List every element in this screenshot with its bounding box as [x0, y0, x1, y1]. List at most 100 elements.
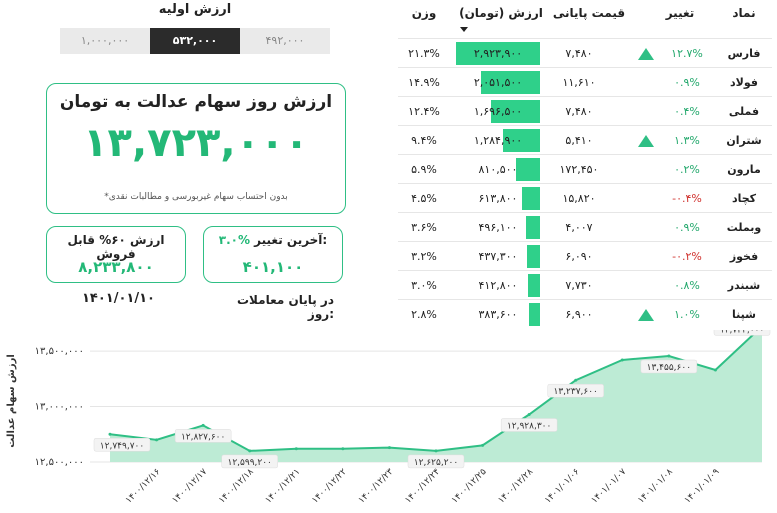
x-tick-label: ۱۴۰۰/۱۲/۲۵ — [450, 467, 489, 506]
row-symbol: مارون — [727, 163, 761, 176]
sellable-value-amount: ۸,۲۳۳,۸۰۰ — [78, 258, 154, 276]
row-value-cell: ۱,۲۸۴,۹۰۰ — [456, 126, 540, 155]
svg-text:۱۳,۷۲۳,۰۰۰: ۱۳,۷۲۳,۰۰۰ — [720, 330, 764, 335]
header-symbol[interactable]: نماد — [732, 6, 756, 20]
row-weight: ۲۱.۳% — [408, 47, 440, 60]
value-bar — [503, 129, 540, 152]
sellable-value-card: ارزش ۶۰% قابل فروش ۸,۲۳۳,۸۰۰ — [46, 226, 186, 283]
row-value-cell: ۲,۰۵۱,۵۰۰ — [456, 68, 540, 97]
daily-value-amount: ۱۳,۷۲۳,۰۰۰ — [83, 120, 309, 166]
row-change: ۱.۳% — [674, 134, 700, 147]
table-row[interactable]: مارون ۰.۲% ۱۷۲,۴۵۰ ۸۱۰,۵۰۰ ۵.۹% — [398, 154, 772, 184]
up-arrow-icon — [638, 48, 654, 60]
header-value[interactable]: ارزش (تومان) — [459, 6, 543, 20]
data-label: ۱۲,۷۴۹,۷۰۰ — [93, 438, 151, 452]
data-label: ۱۳,۲۳۷,۶۰۰ — [547, 383, 604, 398]
up-arrow-icon — [638, 135, 654, 147]
row-weight: ۳.۰% — [411, 279, 437, 292]
value-bar — [525, 216, 540, 239]
row-change: -۰.۴% — [672, 192, 702, 205]
area-fill — [110, 326, 762, 462]
initial-value-selector[interactable]: ۱,۰۰۰,۰۰۰ ۵۳۲,۰۰۰ ۴۹۲,۰۰۰ — [60, 28, 330, 54]
row-change: ۰.۲% — [674, 163, 700, 176]
row-value-cell: ۳۸۳,۶۰۰ — [456, 300, 540, 329]
value-bar — [481, 71, 540, 94]
x-tick-label: ۱۴۰۰/۱۲/۲۴ — [403, 467, 442, 506]
svg-text:۱۳,۲۳۷,۶۰۰: ۱۳,۲۳۷,۶۰۰ — [554, 387, 598, 397]
value-bar — [527, 245, 540, 268]
row-change: ۰.۹% — [674, 76, 700, 89]
row-price: ۱۱,۶۱۰ — [562, 76, 596, 89]
row-price: ۶,۰۹۰ — [565, 250, 593, 263]
table-row[interactable]: فخوز -۰.۲% ۶,۰۹۰ ۴۳۷,۳۰۰ ۳.۲% — [398, 241, 772, 271]
row-change: ۰.۴% — [674, 105, 700, 118]
data-point — [341, 447, 345, 451]
table-row[interactable]: کچاد -۰.۴% ۱۵,۸۲۰ ۶۱۳,۸۰۰ ۴.۵% — [398, 183, 772, 213]
data-point — [527, 412, 531, 416]
row-weight: ۴.۵% — [411, 192, 437, 205]
row-weight: ۳.۲% — [411, 250, 437, 263]
table-row[interactable]: فملی ۰.۴% ۷,۴۸۰ ۱,۶۹۶,۵۰۰ ۱۲.۴% — [398, 96, 772, 126]
svg-text:۱۲,۹۲۸,۳۰۰: ۱۲,۹۲۸,۳۰۰ — [507, 421, 551, 431]
row-change: ۱.۰% — [674, 308, 700, 321]
last-change-amount: ۴۰۱,۱۰۰ — [242, 258, 304, 276]
header-price[interactable]: قیمت پایانی — [552, 6, 626, 20]
x-tick-label: ۱۴۰۰/۱۲/۱۷ — [171, 467, 210, 506]
table-row[interactable]: شتران ۱.۳% ۵,۴۱۰ ۱,۲۸۴,۹۰۰ ۹.۴% — [398, 125, 772, 155]
trading-date: ۱۴۰۱/۰۱/۱۰ — [82, 291, 155, 306]
initial-value-option-1m[interactable]: ۱,۰۰۰,۰۰۰ — [60, 28, 150, 54]
svg-text:۱۲,۸۲۷,۶۰۰: ۱۲,۸۲۷,۶۰۰ — [181, 432, 225, 442]
value-history-chart: ۱۲,۵۰۰,۰۰۰ ۱۳,۰۰۰,۰۰۰ ۱۳,۵۰۰,۰۰۰ ارزش سهام … — [0, 322, 777, 509]
initial-value-title: ارزش اولیه — [158, 2, 232, 17]
row-value-cell: ۱,۶۹۶,۵۰۰ — [456, 97, 540, 126]
data-point — [248, 449, 252, 453]
sort-desc-icon — [460, 27, 468, 32]
last-change-card: ۳.۰% آخرین تغییر: ۴۰۱,۱۰۰ — [203, 226, 343, 283]
row-symbol: کچاد — [731, 192, 757, 205]
table-row[interactable]: شپنا ۱.۰% ۶,۹۰۰ ۳۸۳,۶۰۰ ۲.۸% — [398, 299, 772, 329]
daily-value-note: *بدون احتساب سهام غیربورسی و مطالبات نقد… — [104, 192, 288, 202]
svg-text:۱۲,۶۲۵,۲۰۰: ۱۲,۶۲۵,۲۰۰ — [414, 458, 458, 468]
row-price: ۴,۰۰۷ — [565, 221, 593, 234]
y-tick-label: ۱۲,۵۰۰,۰۰۰ — [35, 457, 84, 468]
value-history-svg: ۱۲,۵۰۰,۰۰۰ ۱۳,۰۰۰,۰۰۰ ۱۳,۵۰۰,۰۰۰ ارزش سهام … — [6, 322, 771, 506]
row-weight: ۹.۴% — [411, 134, 437, 147]
table-row[interactable]: فارس ۱۲.۷% ۷,۴۸۰ ۲,۹۲۳,۹۰۰ ۲۱.۳% — [398, 38, 772, 68]
table-row[interactable]: فولاد ۰.۹% ۱۱,۶۱۰ ۲,۰۵۱,۵۰۰ ۱۴.۹% — [398, 67, 772, 97]
y-tick-label: ۱۳,۵۰۰,۰۰۰ — [35, 346, 84, 357]
row-price: ۷,۴۸۰ — [565, 105, 593, 118]
data-point — [387, 446, 391, 450]
row-symbol: فملی — [728, 105, 760, 118]
daily-value-card: ارزش روز سهام عدالت به تومان ۱۳,۷۲۳,۰۰۰ … — [46, 83, 346, 214]
svg-text:۱۳,۴۵۵,۶۰۰: ۱۳,۴۵۵,۶۰۰ — [647, 363, 691, 373]
table-row[interactable]: شبندر ۰.۸% ۷,۷۳۰ ۴۱۲,۸۰۰ ۳.۰% — [398, 270, 772, 300]
value-bar — [522, 187, 540, 210]
row-price: ۵,۴۱۰ — [565, 134, 593, 147]
data-label: ۱۳,۴۵۵,۶۰۰ — [640, 359, 698, 374]
row-symbol: وبملت — [726, 221, 762, 234]
data-point — [713, 368, 717, 372]
table-row[interactable]: وبملت ۰.۹% ۴,۰۰۷ ۴۹۶,۱۰۰ ۳.۶% — [398, 212, 772, 242]
header-weight[interactable]: وزن — [411, 6, 437, 20]
x-tick-label: ۱۴۰۰/۱۲/۲۱ — [264, 467, 303, 506]
data-label: ۱۲,۶۲۵,۲۰۰ — [407, 454, 465, 469]
row-value-cell: ۴۱۲,۸۰۰ — [456, 271, 540, 300]
row-value: ۲,۰۵۱,۵۰۰ — [473, 76, 523, 89]
data-point — [481, 443, 485, 447]
data-point — [667, 354, 671, 358]
row-value: ۸۱۰,۵۰۰ — [478, 163, 518, 176]
row-value-cell: ۶۱۳,۸۰۰ — [456, 184, 540, 213]
header-change[interactable]: تغییر — [665, 6, 695, 20]
initial-value-option-532k[interactable]: ۵۳۲,۰۰۰ — [150, 28, 240, 54]
row-symbol: فخوز — [729, 250, 759, 263]
row-price: ۱۵,۸۲۰ — [562, 192, 596, 205]
initial-value-option-492k[interactable]: ۴۹۲,۰۰۰ — [240, 28, 330, 54]
row-symbol: شتران — [726, 134, 762, 147]
row-value: ۲,۹۲۳,۹۰۰ — [473, 47, 523, 60]
row-change: ۰.۸% — [674, 279, 700, 292]
data-point — [620, 358, 624, 362]
sellable-value-title: ارزش ۶۰% قابل فروش — [67, 233, 165, 261]
row-price: ۷,۷۳۰ — [565, 279, 593, 292]
row-value: ۱,۶۹۶,۵۰۰ — [473, 105, 523, 118]
value-bar — [529, 303, 540, 326]
